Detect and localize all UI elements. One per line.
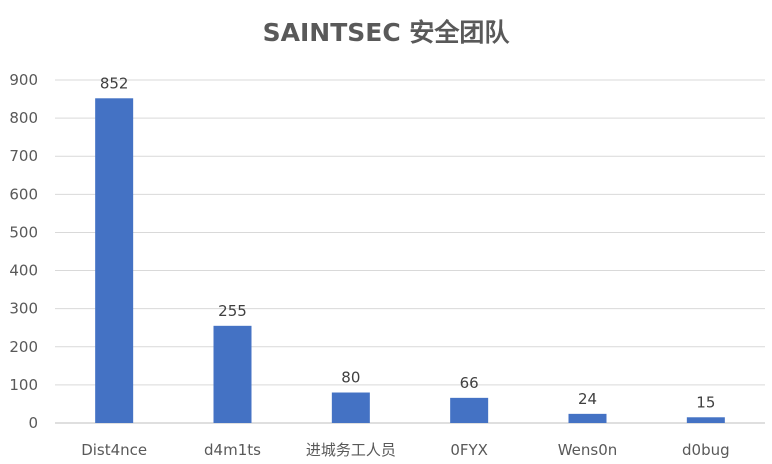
y-tick-label: 900 <box>9 71 38 89</box>
data-label: 66 <box>460 374 479 392</box>
bar-5 <box>686 417 725 423</box>
x-axis: Dist4nce d4m1ts 进城务工人员 0FYX Wens0n d0bug <box>81 441 729 459</box>
x-tick-label: 进城务工人员 <box>306 441 396 459</box>
y-tick-label: 100 <box>9 376 38 394</box>
gridlines <box>55 79 765 424</box>
data-labels: 852 255 80 66 24 15 <box>100 74 716 411</box>
y-tick-label: 200 <box>9 338 38 356</box>
data-label: 24 <box>578 390 597 408</box>
x-tick-label: 0FYX <box>450 441 488 459</box>
bar-3 <box>450 397 489 423</box>
x-tick-label: d0bug <box>682 441 730 459</box>
y-tick-label: 400 <box>9 262 38 280</box>
bars <box>95 98 725 423</box>
data-label: 255 <box>218 302 247 320</box>
y-tick-label: 700 <box>9 147 38 165</box>
data-label: 15 <box>696 393 715 411</box>
y-tick-label: 0 <box>28 414 38 432</box>
y-tick-label: 300 <box>9 300 38 318</box>
bar-4 <box>568 413 607 423</box>
data-label: 852 <box>100 74 129 92</box>
x-tick-label: Dist4nce <box>81 441 147 459</box>
y-tick-label: 600 <box>9 185 38 203</box>
y-tick-label: 800 <box>9 109 38 127</box>
y-tick-label: 500 <box>9 223 38 241</box>
bar-2 <box>331 392 370 423</box>
data-label: 80 <box>341 369 360 387</box>
bar-0 <box>95 98 134 423</box>
bar-1 <box>213 325 252 423</box>
x-tick-label: Wens0n <box>558 441 618 459</box>
x-tick-label: d4m1ts <box>204 441 261 459</box>
y-axis: 0 100 200 300 400 500 600 700 800 900 <box>9 71 38 432</box>
chart-title: SAINTSEC 安全团队 <box>263 18 511 47</box>
